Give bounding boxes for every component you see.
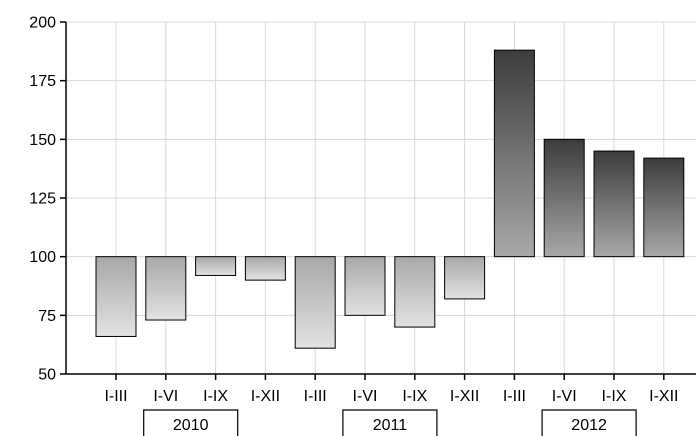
x-category-label: I-VI bbox=[153, 388, 178, 405]
bar-I-XII-7 bbox=[444, 256, 486, 300]
bars bbox=[95, 49, 685, 349]
bar-I-XII-11 bbox=[643, 157, 685, 258]
y-tick-label: 125 bbox=[29, 191, 56, 208]
x-category-label: I-III bbox=[304, 388, 327, 405]
bar-I-III-0 bbox=[95, 256, 137, 337]
y-tick-label: 50 bbox=[38, 367, 56, 384]
y-tick-labels: 50 75 100 125 150 175 200 bbox=[29, 15, 56, 384]
x-category-label: I-XII bbox=[251, 388, 280, 405]
year-group-label: 2010 bbox=[173, 417, 209, 434]
x-category-label: I-IX bbox=[203, 388, 228, 405]
year-group-label: 2012 bbox=[571, 417, 607, 434]
bar-I-XII-3 bbox=[244, 256, 286, 281]
y-tick-label: 75 bbox=[38, 308, 56, 325]
y-tick-label: 100 bbox=[29, 249, 56, 266]
bar-I-III-8 bbox=[493, 49, 535, 258]
x-category-label: I-IX bbox=[402, 388, 427, 405]
x-category-labels: I-III I-VI I-IX I-XII I-III I-VI I-IX I-XII I-II… bbox=[104, 388, 678, 405]
y-tick-label: 200 bbox=[29, 15, 56, 32]
year-group-bracket bbox=[541, 409, 637, 436]
x-category-label: I-III bbox=[104, 388, 127, 405]
bar-I-IX-6 bbox=[394, 256, 436, 328]
year-group-bracket bbox=[342, 409, 438, 436]
year-group-label: 2011 bbox=[373, 417, 408, 434]
x-category-label: I-III bbox=[503, 388, 526, 405]
y-tick-label: 175 bbox=[29, 73, 56, 90]
bar-I-VI-5 bbox=[344, 256, 386, 316]
bar-I-VI-9 bbox=[543, 138, 585, 258]
x-category-label: I-VI bbox=[552, 388, 577, 405]
axes bbox=[60, 21, 696, 380]
bar-I-III-4 bbox=[294, 256, 336, 349]
x-category-label: I-VI bbox=[353, 388, 378, 405]
year-group-labels: 2010 2011 2012 bbox=[143, 409, 637, 436]
y-tick-label: 150 bbox=[29, 132, 56, 149]
x-category-label: I-XII bbox=[649, 388, 678, 405]
x-category-label: I-IX bbox=[602, 388, 627, 405]
bar-I-IX-2 bbox=[195, 256, 237, 276]
bar-I-VI-1 bbox=[145, 256, 187, 321]
year-group-bracket bbox=[143, 409, 239, 436]
x-category-label: I-XII bbox=[450, 388, 479, 405]
bar-I-IX-10 bbox=[593, 150, 635, 258]
